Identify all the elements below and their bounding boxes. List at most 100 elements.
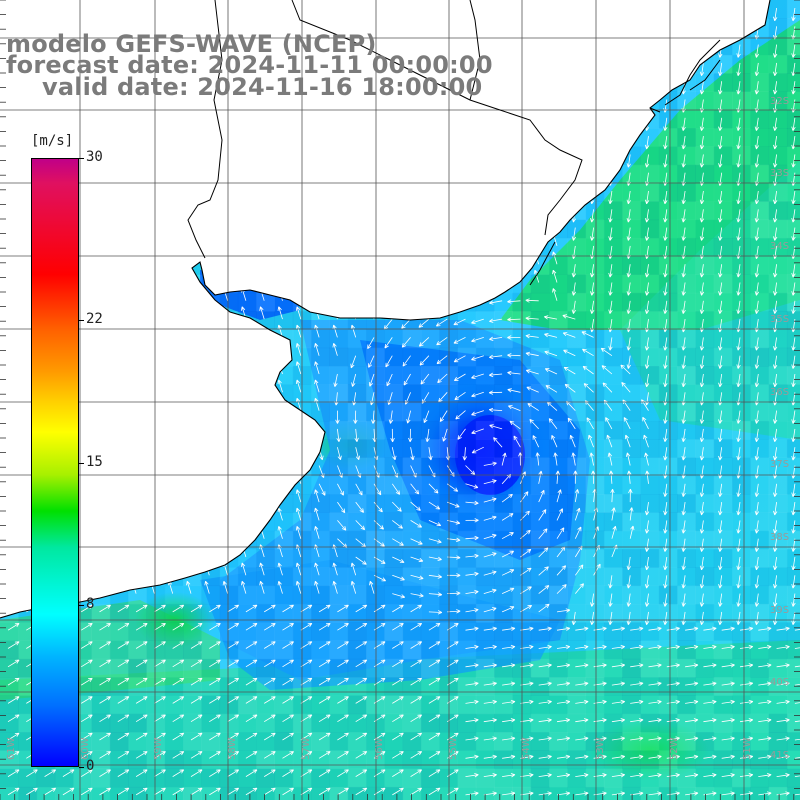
wind-arrow [135, 604, 148, 613]
wind-arrow [428, 520, 442, 527]
wind-arrow [483, 461, 497, 466]
colorbar-tick-mark [79, 320, 84, 322]
wind-arrow [318, 659, 331, 668]
wind-arrow [471, 355, 484, 361]
wind-arrow [533, 269, 540, 283]
wind-arrow [610, 488, 615, 503]
wind-arrow [428, 751, 441, 759]
wind-arrow [300, 641, 313, 649]
wind-arrow [520, 791, 534, 796]
wind-arrow [483, 497, 497, 503]
wind-arrow [314, 507, 320, 521]
wind-arrow [501, 452, 507, 466]
wind-arrow [791, 593, 796, 607]
wind-arrow [736, 62, 741, 77]
wind-arrow [736, 300, 741, 314]
wind-arrow [791, 154, 796, 168]
wind-arrow [776, 644, 790, 650]
wind-arrow [117, 714, 130, 723]
wind-arrow [295, 562, 302, 576]
longitude-label: 56W [374, 737, 385, 760]
wind-arrow [644, 154, 650, 168]
colorbar-tick-label: 8 [86, 595, 95, 612]
wind-arrow [410, 751, 423, 759]
wind-arrow [314, 580, 320, 594]
wind-arrow [736, 447, 741, 461]
wind-arrow [355, 483, 363, 496]
wind-arrow [403, 373, 411, 386]
wind-arrow [190, 677, 203, 686]
wind-arrow [314, 343, 320, 356]
wind-arrow [791, 538, 796, 552]
wind-arrow [373, 501, 383, 513]
wind-arrow [739, 699, 754, 705]
wind-arrow [721, 626, 735, 631]
wind-arrow [355, 520, 366, 531]
wind-arrow [318, 483, 326, 496]
wind-arrow [773, 209, 778, 223]
wind-arrow [465, 681, 479, 686]
forecast-date: forecast date: 2024-11-11 00:00:00 [6, 51, 493, 79]
wind-arrow [117, 696, 130, 704]
wind-arrow [556, 489, 562, 503]
wind-arrow [794, 736, 800, 741]
wind-arrow [245, 751, 258, 759]
wind-arrow [556, 736, 571, 741]
wind-arrow [754, 227, 760, 241]
wind-arrow [300, 714, 313, 723]
wind-arrow [245, 623, 258, 631]
wind-arrow [736, 483, 741, 497]
wind-arrow [582, 348, 594, 357]
wind-arrow [282, 604, 294, 613]
wind-arrow [465, 754, 479, 760]
wind-arrow [277, 507, 283, 521]
wind-arrow [44, 769, 57, 777]
colorbar-tick-mark [79, 767, 84, 768]
latitude-label: 39S [770, 605, 789, 616]
wind-arrow [471, 337, 484, 343]
wind-arrow [520, 773, 534, 778]
wind-arrow [282, 714, 294, 723]
wind-arrow [699, 81, 705, 95]
wind-arrow [186, 580, 192, 594]
wind-arrow [442, 428, 448, 442]
wind-arrow [277, 379, 283, 393]
wind-arrow [520, 736, 534, 741]
wind-arrow [263, 659, 276, 668]
wind-arrow [699, 428, 705, 443]
wind-arrow [791, 227, 796, 241]
wind-arrow [663, 355, 668, 369]
wind-arrow [666, 736, 680, 741]
wind-arrow [685, 754, 699, 760]
wind-arrow [355, 787, 368, 796]
wind-arrow [209, 659, 221, 668]
wind-arrow [644, 209, 650, 223]
wind-arrow [425, 428, 430, 443]
wind-arrow [773, 428, 778, 443]
wind-arrow [736, 355, 741, 369]
wind-arrow [241, 562, 247, 576]
wind-arrow [552, 269, 558, 283]
wind-arrow [135, 787, 148, 796]
wind-arrow [608, 209, 613, 223]
colorbar-tick-mark [79, 604, 84, 606]
wind-arrow [644, 538, 650, 552]
wind-arrow [571, 264, 577, 278]
longitude-label: 60W [80, 737, 91, 760]
wind-arrow [791, 264, 796, 278]
wind-arrow [663, 373, 668, 388]
wind-arrow [736, 136, 741, 150]
wind-arrow [80, 623, 93, 631]
wind-arrow [525, 369, 539, 375]
wind-arrow [736, 154, 741, 168]
wind-arrow [318, 769, 331, 777]
wind-arrow [721, 773, 735, 778]
wind-arrow [209, 677, 221, 686]
wind-arrow [718, 227, 723, 241]
wind-arrow [428, 501, 441, 510]
wind-arrow [392, 787, 404, 796]
wind-arrow [586, 417, 594, 430]
wind-arrow [721, 663, 735, 668]
wind-arrow [428, 623, 441, 631]
wind-arrow [525, 334, 539, 339]
